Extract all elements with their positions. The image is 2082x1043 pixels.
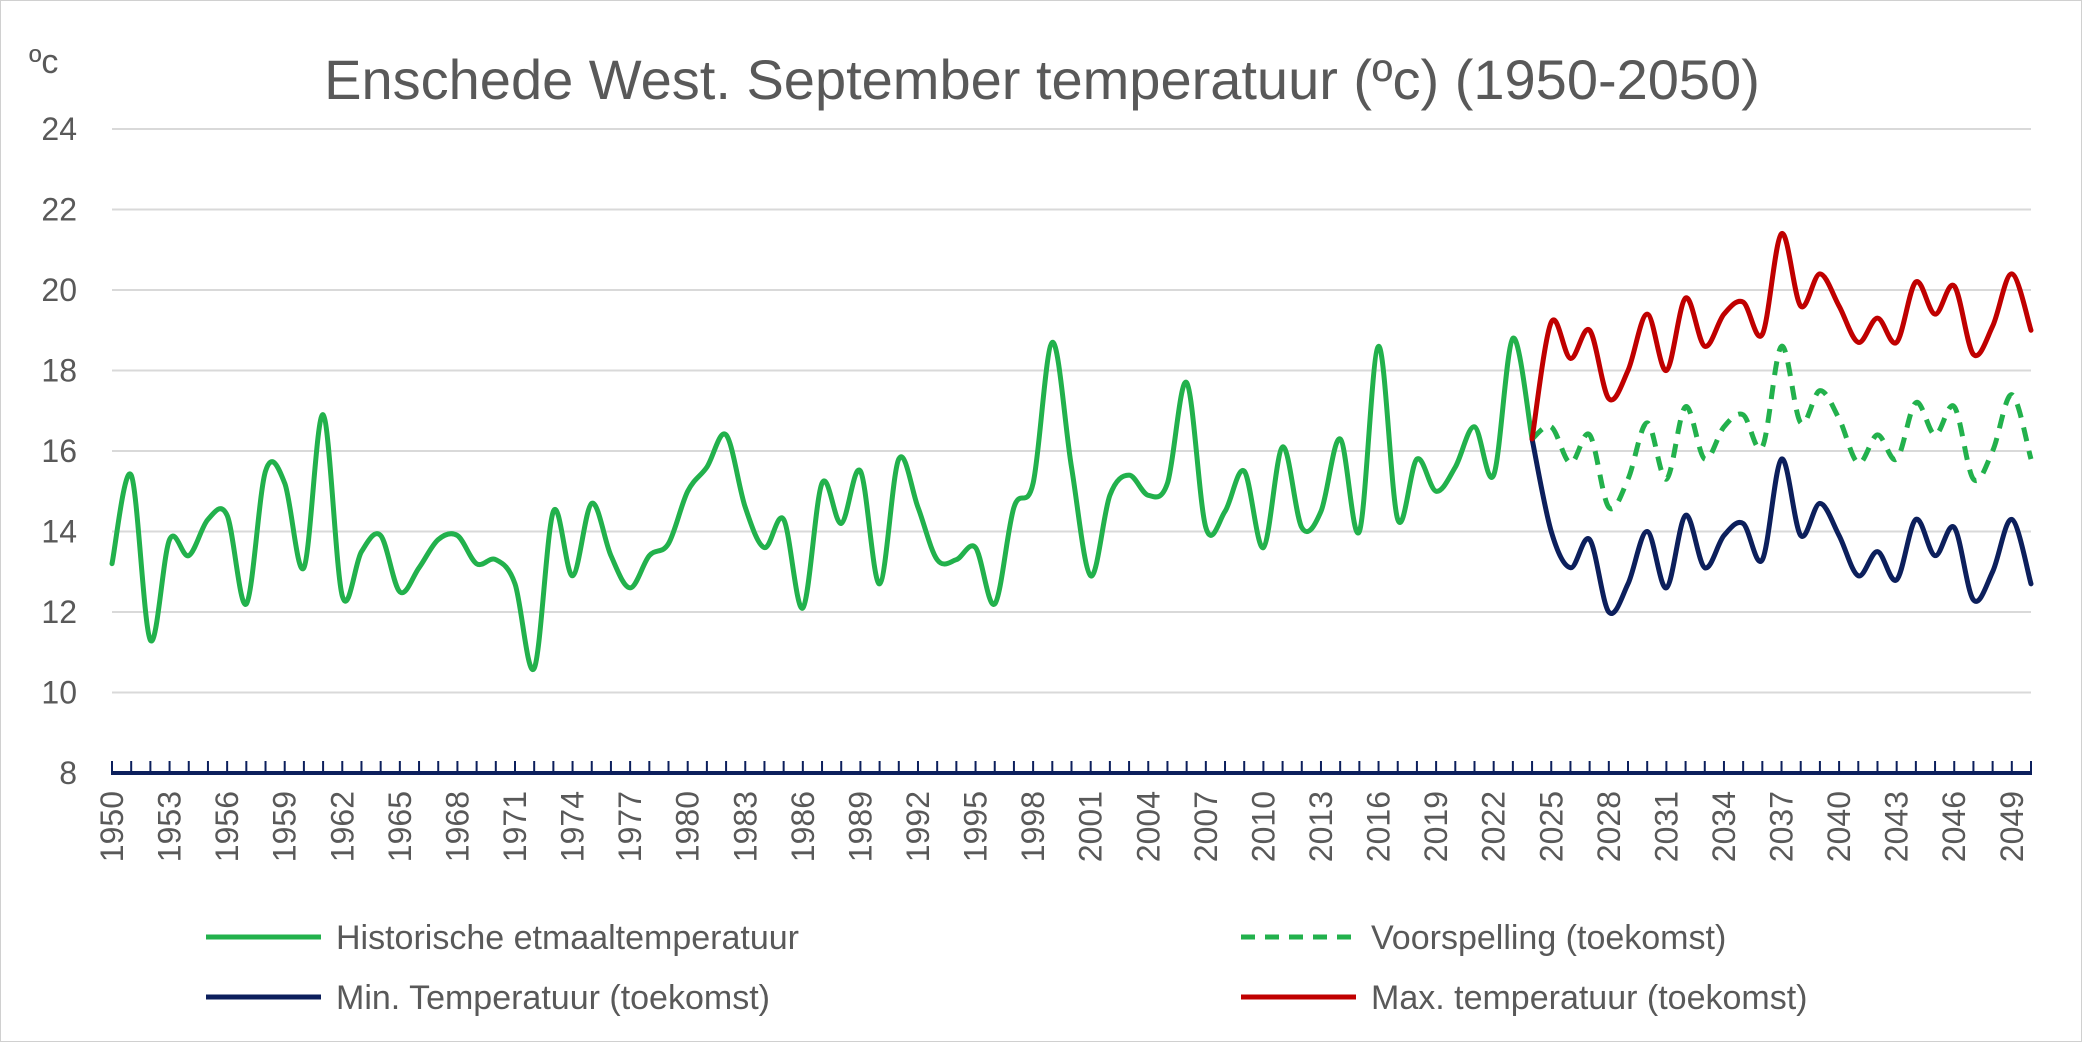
y-tick-label: 24: [41, 111, 77, 147]
x-tick-label: 2043: [1879, 791, 1915, 862]
series-line-forecast: [1530, 343, 2034, 512]
y-tick-label: 22: [41, 192, 77, 228]
x-tick-label: 2022: [1476, 791, 1512, 862]
x-tick-label: 1989: [842, 791, 878, 862]
legend-item-max: Max. temperatuur (toekomst): [1241, 979, 1807, 1017]
x-tick-label: 1962: [324, 791, 360, 862]
x-tick-label: 1998: [1015, 791, 1051, 862]
x-tick-label: 2028: [1591, 791, 1627, 862]
series-line-min: [1529, 436, 2034, 616]
chart-title: Enschede West. September temperatuur (ºc…: [324, 48, 1760, 111]
x-tick-label: 1995: [958, 791, 994, 862]
x-tick-label: 1986: [785, 791, 821, 862]
x-tick-label: 1992: [900, 791, 936, 862]
y-axis-ticks: 8 10 12 14 16 18 20 22 24: [41, 111, 77, 791]
series-line-max: [1529, 231, 2034, 442]
series-lines: [109, 231, 2034, 673]
x-tick-label: 1971: [497, 791, 533, 862]
legend-item-historic: Historische etmaaltemperatuur: [206, 919, 799, 957]
x-tick-label: 2001: [1073, 791, 1109, 862]
x-tick-label: 2013: [1303, 791, 1339, 862]
x-tick-label: 1980: [670, 791, 706, 862]
x-tick-label: 2049: [1994, 791, 2030, 862]
y-tick-label: 10: [41, 675, 77, 711]
legend-label: Voorspelling (toekomst): [1371, 919, 1726, 957]
x-tick-label: 2016: [1361, 791, 1397, 862]
legend-item-min: Min. Temperatuur (toekomst): [206, 979, 770, 1017]
x-tick-label: 2046: [1936, 791, 1972, 862]
y-tick-label: 12: [41, 594, 77, 630]
legend-label: Min. Temperatuur (toekomst): [336, 979, 770, 1017]
y-tick-label: 16: [41, 433, 77, 469]
x-tick-label: 2025: [1533, 791, 1569, 862]
x-tick-label: 1959: [267, 791, 303, 862]
x-tick-label: 2007: [1188, 791, 1224, 862]
gridlines: [112, 128, 2031, 694]
x-tick-label: 1983: [727, 791, 763, 862]
x-tick-label: 2037: [1764, 791, 1800, 862]
x-tick-label: 1965: [382, 791, 418, 862]
x-tick-label: 2004: [1130, 791, 1166, 862]
x-tick-label: 2040: [1821, 791, 1857, 862]
x-tick-label: 2010: [1245, 791, 1281, 862]
y-tick-label: 18: [41, 353, 77, 389]
x-tick-label: 1977: [612, 791, 648, 862]
legend-item-forecast: Voorspelling (toekomst): [1241, 919, 1726, 957]
x-tick-label: 1956: [209, 791, 245, 862]
legend-label: Max. temperatuur (toekomst): [1371, 979, 1807, 1017]
x-tick-label: 2031: [1648, 791, 1684, 862]
x-tick-label: 2019: [1418, 791, 1454, 862]
x-tick-label: 1974: [555, 791, 591, 862]
legend-label: Historische etmaaltemperatuur: [336, 919, 799, 957]
y-tick-label: 8: [59, 755, 77, 791]
series-line-historic: [109, 335, 1535, 673]
x-tick-label: 1950: [94, 791, 130, 862]
y-unit-label: ºc: [29, 43, 58, 81]
x-tick-label: 1953: [152, 791, 188, 862]
y-tick-label: 14: [41, 514, 77, 550]
x-tick-label: 2034: [1706, 791, 1742, 862]
y-tick-label: 20: [41, 272, 77, 308]
legend: Historische etmaaltemperatuur Voorspellin…: [206, 919, 1807, 1017]
x-tick-label: 1968: [439, 791, 475, 862]
x-axis: 1950 1953 1956 1959 1962 1965 1968 1971 1974 1977…: [94, 761, 2032, 862]
